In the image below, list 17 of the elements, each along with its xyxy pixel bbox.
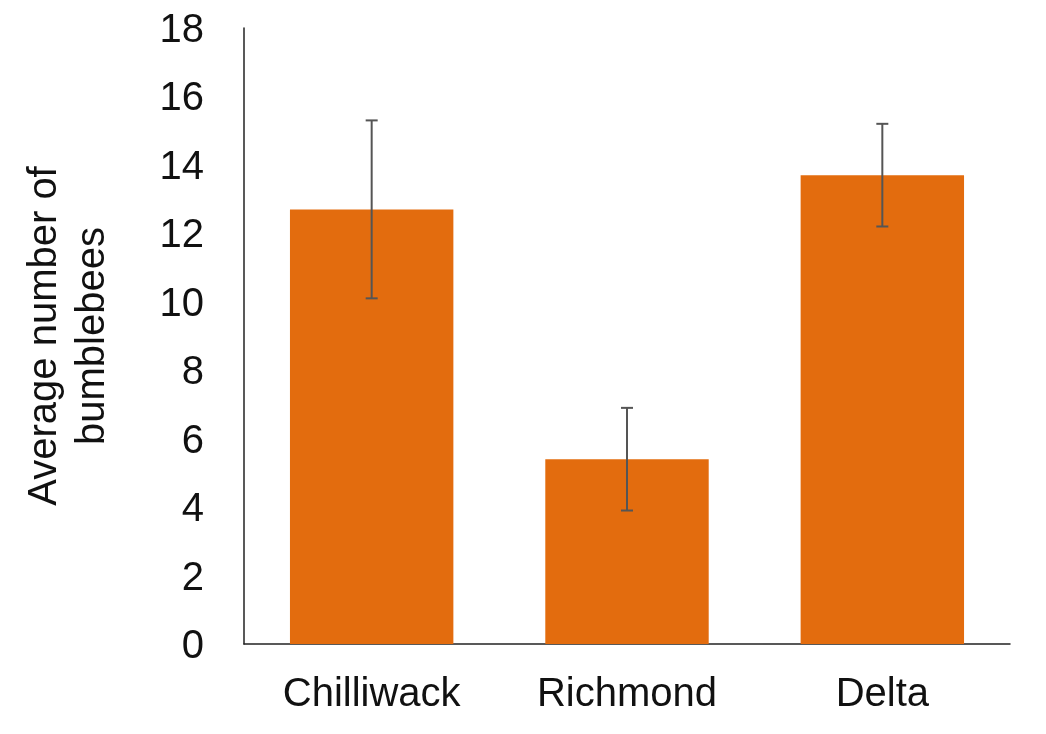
x-tick-label: Richmond bbox=[536, 670, 718, 714]
y-tick-label: 4 bbox=[181, 485, 204, 530]
y-tick-label: 6 bbox=[181, 416, 204, 461]
y-axis-title: Average number of bumblebees bbox=[20, 165, 112, 506]
x-tick-label: Delta bbox=[835, 670, 930, 714]
y-tick-label: 16 bbox=[159, 74, 204, 119]
x-tick-label: Chilliwack bbox=[282, 670, 462, 714]
bar bbox=[289, 209, 454, 644]
bar bbox=[800, 175, 965, 644]
bar bbox=[545, 459, 709, 644]
y-tick-label: 18 bbox=[159, 6, 204, 50]
y-tick-label: 10 bbox=[159, 279, 204, 324]
y-tick-label: 14 bbox=[159, 142, 204, 187]
y-tick-label: 0 bbox=[181, 622, 204, 666]
y-tick-label: 12 bbox=[159, 211, 204, 256]
y-tick-label: 2 bbox=[181, 553, 204, 598]
y-tick-label: 8 bbox=[181, 348, 204, 393]
